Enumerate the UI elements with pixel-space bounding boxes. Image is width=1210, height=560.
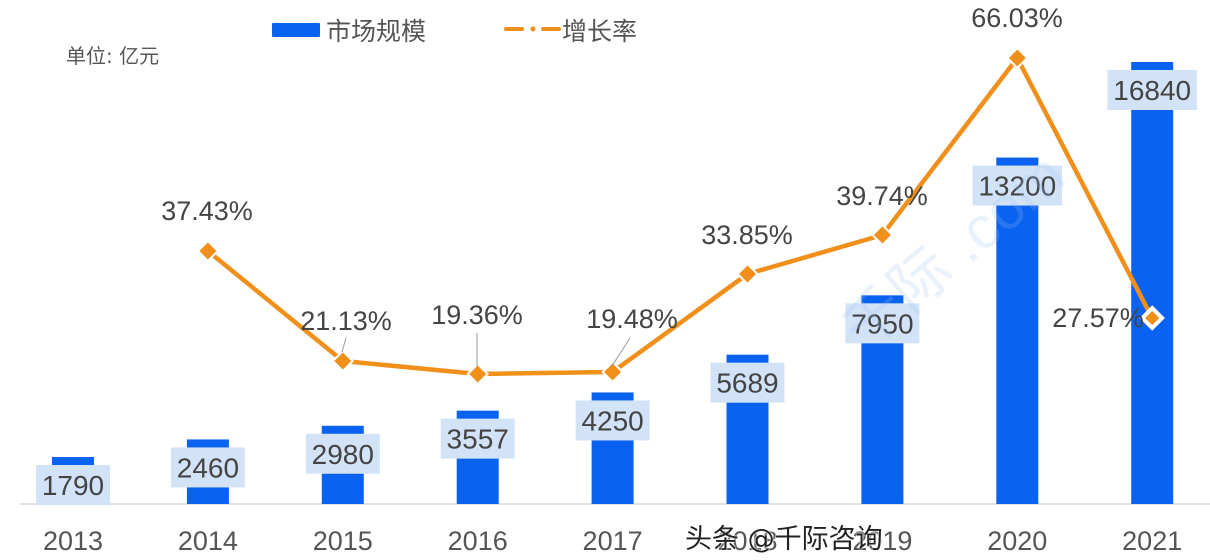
bar-label-box <box>972 165 1063 206</box>
growth-marker-2015[interactable] <box>331 349 355 373</box>
legend-item-market-size[interactable]: 市场规模 <box>272 12 426 48</box>
bar-label-box <box>170 447 245 488</box>
growth-line-series <box>196 46 1165 386</box>
legend-bar-swatch-icon <box>272 23 320 37</box>
growth-marker-2016[interactable] <box>466 362 490 386</box>
growth-value-label: 39.74% <box>836 181 928 211</box>
legend-line-swatch <box>504 26 561 32</box>
x-tick-label: 2019 <box>852 526 912 556</box>
bar-value-label: 2980 <box>312 439 374 470</box>
growth-value-label: 27.57% <box>1052 303 1144 333</box>
growth-value-label: 21.13% <box>300 306 392 336</box>
bar-value-labels: 1790 2460 2980 3557 4250 5689 7950 13200 16840 <box>36 70 1197 506</box>
bar-label-box <box>440 418 515 459</box>
x-tick-label: 2020 <box>987 526 1047 556</box>
x-tick-label: 2014 <box>178 526 238 556</box>
unit-label: 单位: 亿元 <box>66 44 160 68</box>
x-axis-tick-labels: 2013 2014 2015 2016 2017 2018 2019 2020 2021 <box>43 526 1182 556</box>
bar-label-box <box>575 400 650 441</box>
bar-value-label: 2460 <box>177 452 239 483</box>
bar-value-label: 3557 <box>447 424 509 455</box>
growth-value-label: 66.03% <box>971 3 1063 33</box>
x-tick-label: 2016 <box>448 526 508 556</box>
bar-value-label: 1790 <box>42 470 104 501</box>
growth-value-label: 19.36% <box>431 300 523 330</box>
bar-2021[interactable] <box>1131 62 1174 504</box>
growth-marker-2018[interactable] <box>736 262 759 286</box>
bar-value-label: 16840 <box>1113 75 1191 106</box>
growth-marker-2020[interactable] <box>1005 46 1029 70</box>
growth-value-label: 19.48% <box>586 304 678 334</box>
x-tick-label: 2015 <box>313 526 373 556</box>
growth-marker-2017[interactable] <box>601 360 624 384</box>
bar-value-label: 5689 <box>716 368 778 399</box>
label-leader-line <box>611 337 631 367</box>
legend-label-market-size: 市场规模 <box>326 17 427 46</box>
source-credit: 头条 @千际咨询 <box>685 524 883 555</box>
x-tick-label: 2018 <box>717 526 777 556</box>
growth-marker-2019[interactable] <box>871 223 894 247</box>
x-tick-label: 2013 <box>43 526 103 556</box>
bar-value-label: 4250 <box>581 405 643 436</box>
bar-label-box <box>710 362 785 403</box>
bar-label-box <box>1107 70 1197 110</box>
bar-label-box <box>305 433 380 474</box>
growth-line <box>206 55 1155 377</box>
legend-item-growth-rate[interactable]: 增长率 <box>562 12 637 48</box>
bar-label-box <box>845 303 920 344</box>
growth-marker-2021[interactable] <box>1139 305 1165 331</box>
growth-value-labels: 37.43% 21.13% 19.36% 19.48% 33.85% 39.74% 66.0… <box>161 3 1144 367</box>
bar-value-label: 13200 <box>978 171 1056 202</box>
growth-value-label: 33.85% <box>701 220 793 250</box>
bar-2020[interactable] <box>996 157 1039 505</box>
growth-value-label: 37.43% <box>161 196 253 226</box>
bar-label-box <box>36 465 110 506</box>
x-tick-label: 2021 <box>1122 526 1182 556</box>
legend-label-growth-rate: 增长率 <box>562 17 638 46</box>
x-tick-label: 2017 <box>583 526 643 556</box>
label-leader-line <box>341 337 347 353</box>
growth-marker-2014[interactable] <box>196 239 220 263</box>
bar-value-label: 7950 <box>851 308 913 339</box>
